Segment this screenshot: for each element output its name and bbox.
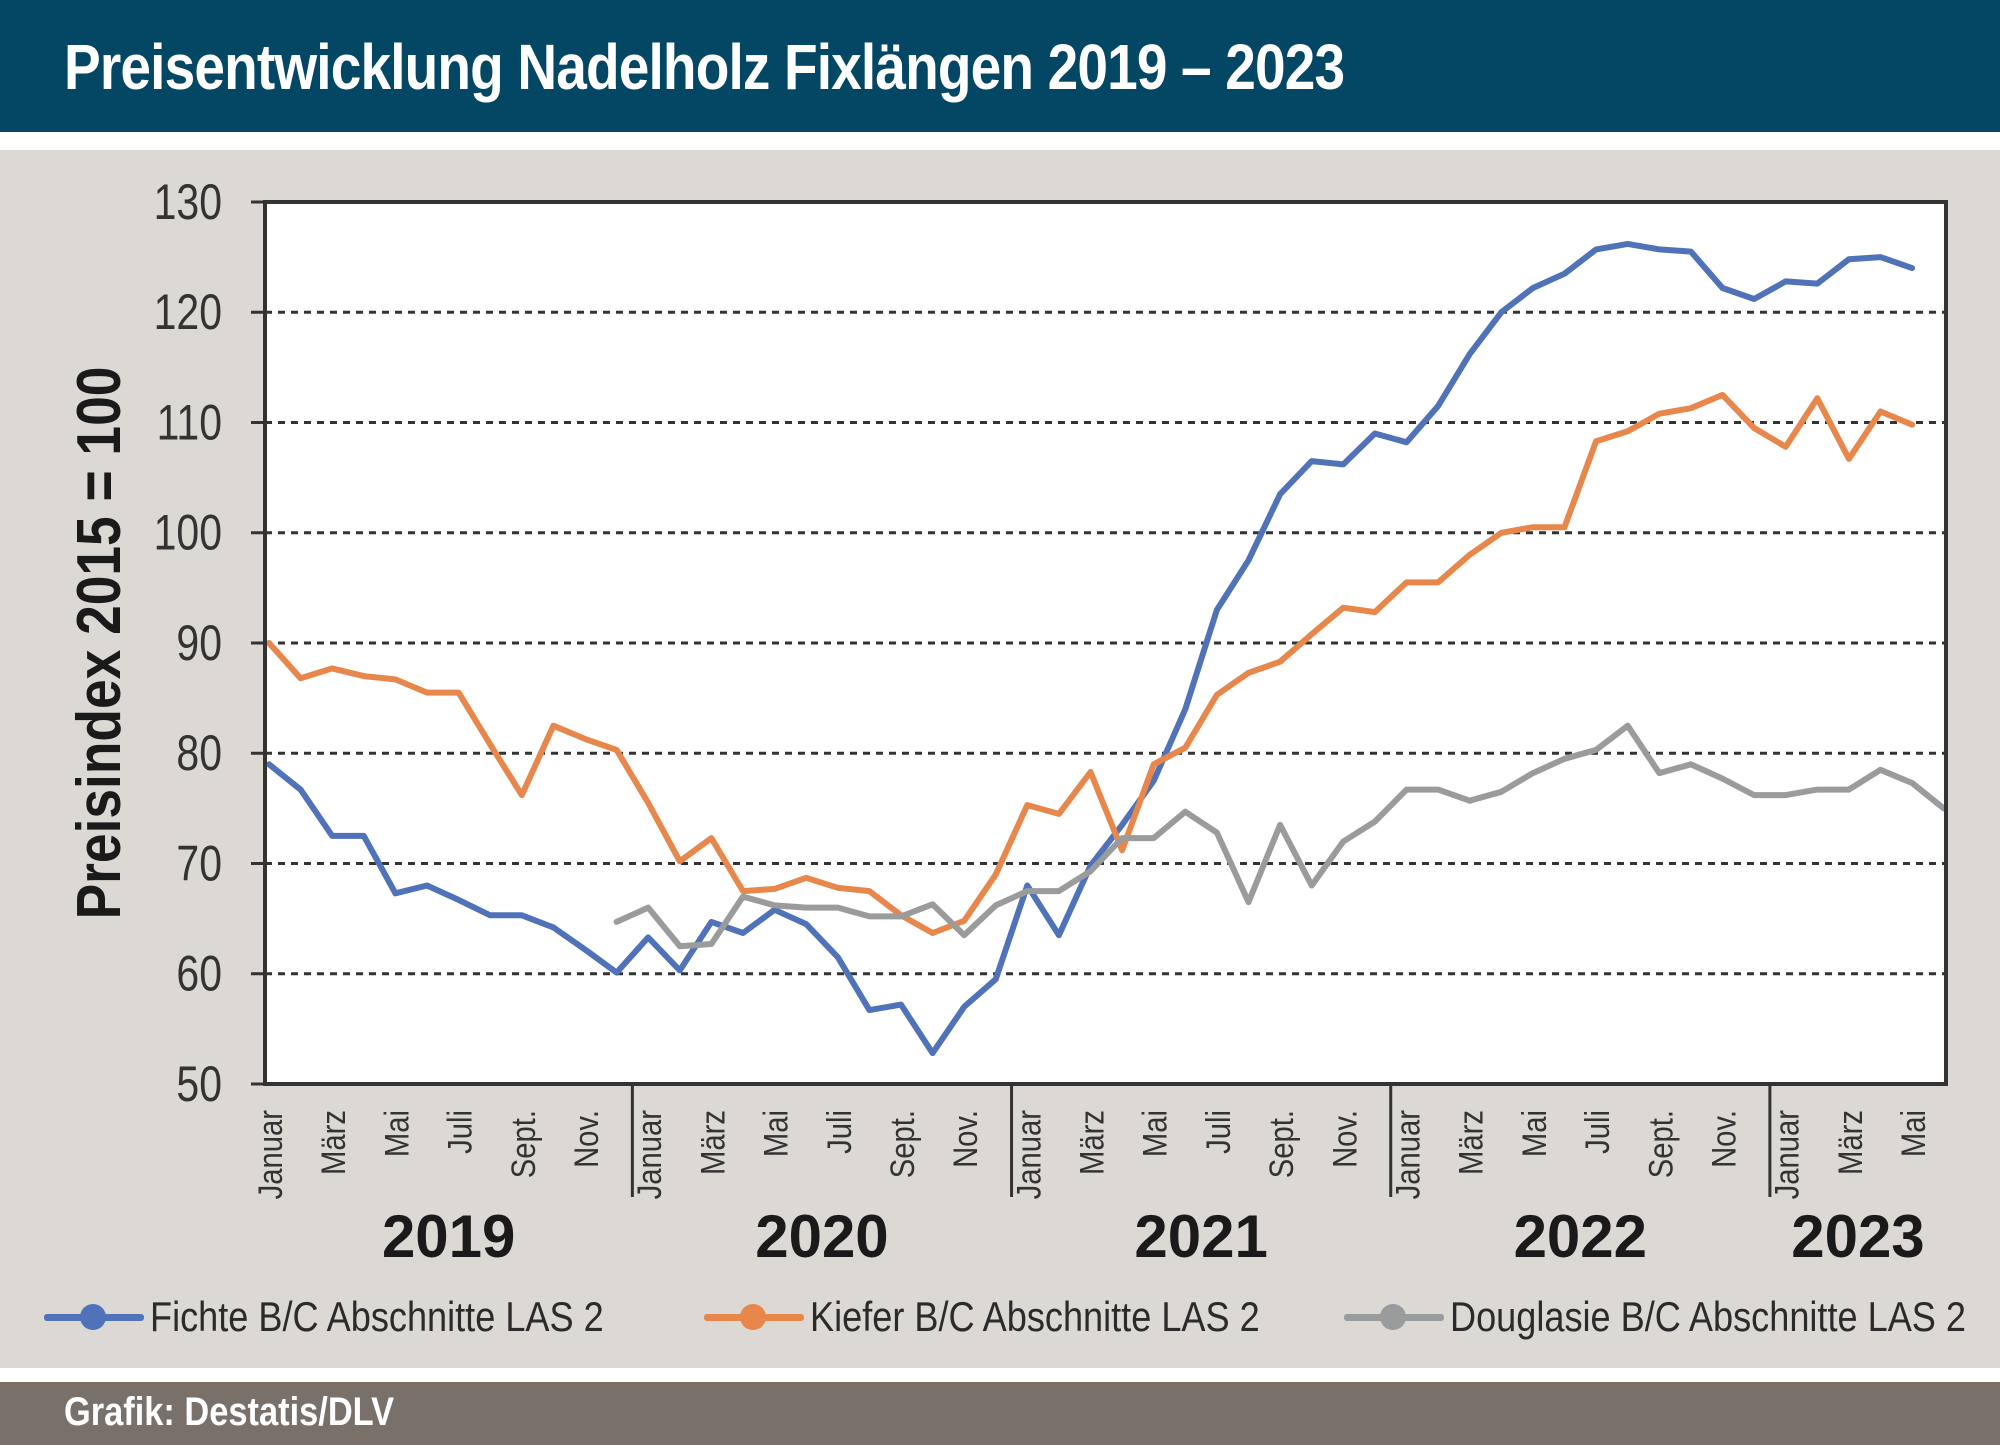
y-axis-title: Preisindex 2015 = 100 [65, 367, 134, 920]
y-tick-label: 60 [176, 946, 222, 1002]
footer-separator [0, 1368, 2000, 1382]
x-month-label: Nov. [1704, 1110, 1743, 1168]
x-month-label: Juli [820, 1110, 859, 1154]
x-year-label: 2021 [1134, 1203, 1267, 1270]
x-year-label: 2019 [382, 1203, 515, 1270]
series-line-douglasie [613, 722, 1947, 950]
x-month-label: Januar [630, 1110, 669, 1200]
x-month-label: Januar [1388, 1110, 1427, 1200]
y-tick-label: 120 [154, 284, 222, 340]
legend-item-fichte: Fichte B/C Abschnitte LAS 2 [40, 1290, 678, 1344]
x-month-label: Januar [1768, 1110, 1807, 1200]
x-month-label: März [1452, 1110, 1491, 1175]
chart-title: Preisentwicklung Nadelholz Fixlängen 201… [64, 31, 1345, 103]
x-year-label: 2022 [1514, 1203, 1647, 1270]
title-bar: Preisentwicklung Nadelholz Fixlängen 201… [0, 0, 2000, 132]
x-month-label: Nov. [567, 1110, 606, 1168]
x-month-label: März [693, 1110, 732, 1175]
legend-item-kiefer: Kiefer B/C Abschnitte LAS 2 [700, 1290, 1333, 1344]
x-month-label: Januar [251, 1110, 290, 1200]
x-month-label: Mai [377, 1110, 416, 1157]
series-line-fichte [266, 240, 1916, 1057]
x-month-label: Mai [756, 1110, 795, 1157]
x-month-label: Januar [1009, 1110, 1048, 1200]
legend-label-kiefer: Kiefer B/C Abschnitte LAS 2 [810, 1293, 1260, 1340]
x-month-label: März [314, 1110, 353, 1175]
series-line-kiefer [266, 391, 1916, 936]
y-tick-label: 100 [154, 505, 222, 561]
legend-swatch-douglasie [1340, 1290, 1450, 1344]
y-tick-label: 70 [176, 836, 222, 892]
x-month-label: Mai [1515, 1110, 1554, 1157]
y-tick-label: 110 [157, 395, 222, 451]
x-month-label: Juli [1199, 1110, 1238, 1154]
x-month-label: Juli [1578, 1110, 1617, 1154]
source-credit: Grafik: Destatis/DLV [64, 1390, 395, 1434]
x-month-label: März [1831, 1110, 1870, 1175]
plot-area [265, 202, 1946, 1084]
x-month-label: Sept. [1641, 1110, 1680, 1178]
x-month-label: Sept. [883, 1110, 922, 1178]
x-month-label: Mai [1136, 1110, 1175, 1157]
legend-item-douglasie: Douglasie B/C Abschnitte LAS 2 [1340, 1290, 2000, 1344]
y-tick-label: 50 [176, 1056, 222, 1112]
x-month-label: März [1072, 1110, 1111, 1175]
y-tick-label: 130 [154, 174, 222, 230]
x-year-label: 2023 [1791, 1203, 1924, 1270]
x-month-label: Juli [440, 1110, 479, 1154]
footer-bar: Grafik: Destatis/DLV [0, 1382, 2000, 1445]
x-month-label: Sept. [504, 1110, 543, 1178]
legend-label-fichte: Fichte B/C Abschnitte LAS 2 [150, 1293, 604, 1340]
y-tick-label: 80 [176, 725, 222, 781]
legend-label-douglasie: Douglasie B/C Abschnitte LAS 2 [1450, 1293, 1967, 1340]
x-month-label: Nov. [946, 1110, 985, 1168]
x-month-label: Mai [1894, 1110, 1933, 1157]
x-month-label: Sept. [1262, 1110, 1301, 1178]
legend-swatch-fichte [40, 1290, 150, 1344]
x-month-label: Nov. [1325, 1110, 1364, 1168]
y-tick-label: 90 [176, 615, 222, 671]
legend: Fichte B/C Abschnitte LAS 2 Kiefer B/C A… [40, 1290, 2000, 1344]
legend-swatch-kiefer [700, 1290, 810, 1344]
title-separator [0, 132, 2000, 150]
line-chart: 50 60 70 80 90 100 110 120 130 Preisindex 2015 = … [65, 174, 1948, 1270]
plot-frame [263, 200, 1948, 1086]
x-year-label: 2020 [755, 1203, 888, 1270]
